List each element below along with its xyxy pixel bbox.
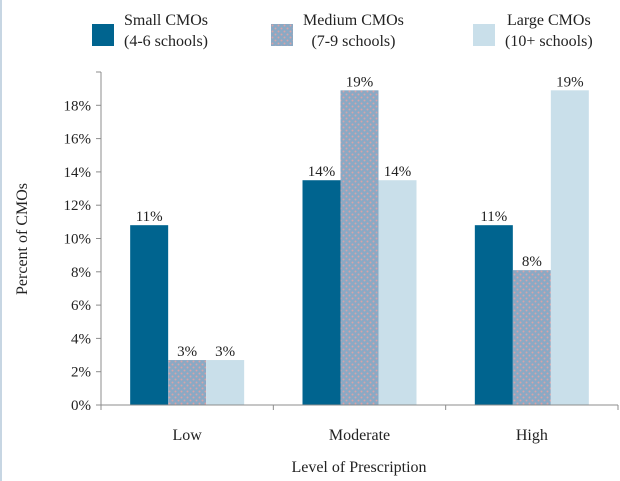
x-tick-label: Low <box>173 427 203 444</box>
legend-label-medium-line1: Medium CMOs <box>303 12 404 29</box>
bar <box>168 360 207 405</box>
y-tick-label: 6% <box>71 298 91 314</box>
bar <box>378 180 417 405</box>
data-label: 14% <box>384 164 412 180</box>
y-tick-label: 18% <box>64 98 92 114</box>
data-label: 11% <box>480 209 507 225</box>
y-tick-label: 12% <box>64 198 92 214</box>
legend-swatch-large <box>473 24 495 46</box>
data-label: 14% <box>308 164 336 180</box>
bar <box>512 270 551 405</box>
x-axis-title: Level of Prescription <box>291 459 426 476</box>
bar <box>340 90 379 405</box>
data-label: 19% <box>556 74 584 90</box>
legend-label-large-line2: (10+ schools) <box>505 33 593 50</box>
bar <box>474 225 513 405</box>
legend-item-medium: Medium CMOs (7-9 schools) <box>271 10 404 52</box>
legend-label-large-line1: Large CMOs <box>506 12 591 29</box>
bar <box>550 90 589 405</box>
legend-label-small-line2: (4-6 schools) <box>124 33 208 50</box>
legend-item-small: Small CMOs (4-6 schools) <box>92 10 208 52</box>
y-axis-title: Percent of CMOs <box>14 183 31 295</box>
legend-label-medium: Medium CMOs (7-9 schools) <box>303 10 404 52</box>
legend-item-large: Large CMOs (10+ schools) <box>473 10 593 52</box>
data-label: 3% <box>215 344 235 360</box>
y-tick-label: 4% <box>71 331 91 347</box>
x-tick-label: Moderate <box>329 427 390 444</box>
legend-label-large: Large CMOs (10+ schools) <box>505 10 593 52</box>
y-tick-label: 14% <box>64 165 92 181</box>
y-tick-label: 0% <box>71 398 91 414</box>
bar <box>302 180 341 405</box>
data-label: 3% <box>177 344 197 360</box>
legend-label-small: Small CMOs (4-6 schools) <box>124 10 208 52</box>
data-label: 8% <box>522 254 542 270</box>
left-border <box>0 0 2 481</box>
y-tick-label: 8% <box>71 265 91 281</box>
bar <box>206 360 245 405</box>
y-tick-label: 2% <box>71 365 91 381</box>
y-tick-label: 10% <box>64 232 92 248</box>
legend-label-medium-line2: (7-9 schools) <box>311 33 396 50</box>
legend-swatch-small <box>92 24 114 46</box>
bar <box>130 225 169 405</box>
legend-swatch-medium <box>271 24 293 46</box>
y-tick-label: 16% <box>64 132 92 148</box>
data-label: 19% <box>346 74 374 90</box>
legend-label-small-line1: Small CMOs <box>124 12 209 29</box>
data-label: 11% <box>136 209 163 225</box>
x-tick-label: High <box>516 427 548 444</box>
